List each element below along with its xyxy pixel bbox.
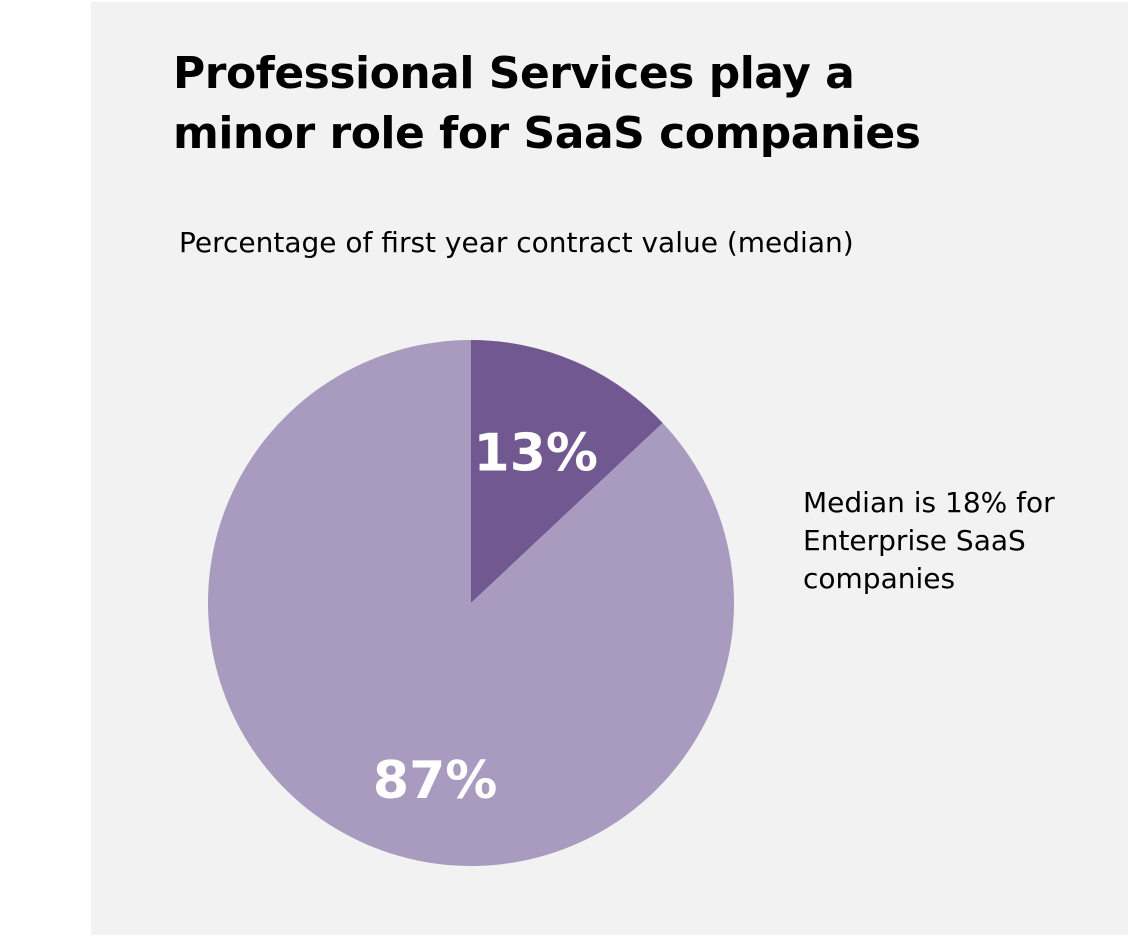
pie-slices (207, 340, 734, 867)
chart-subtitle: Percentage of first year contract value … (179, 226, 854, 259)
slice-value-label: 13% (474, 423, 598, 483)
pie-value-labels: 13% 87% (373, 423, 598, 811)
pie-slice-87pct (207, 340, 734, 867)
chart-annotation: Median is 18% for Enterprise SaaS compan… (803, 486, 1055, 595)
slice-value-label: 87% (373, 751, 497, 811)
chart-title: Professional Services play a minor role … (173, 48, 921, 159)
pie-slice-13pct (471, 340, 663, 603)
